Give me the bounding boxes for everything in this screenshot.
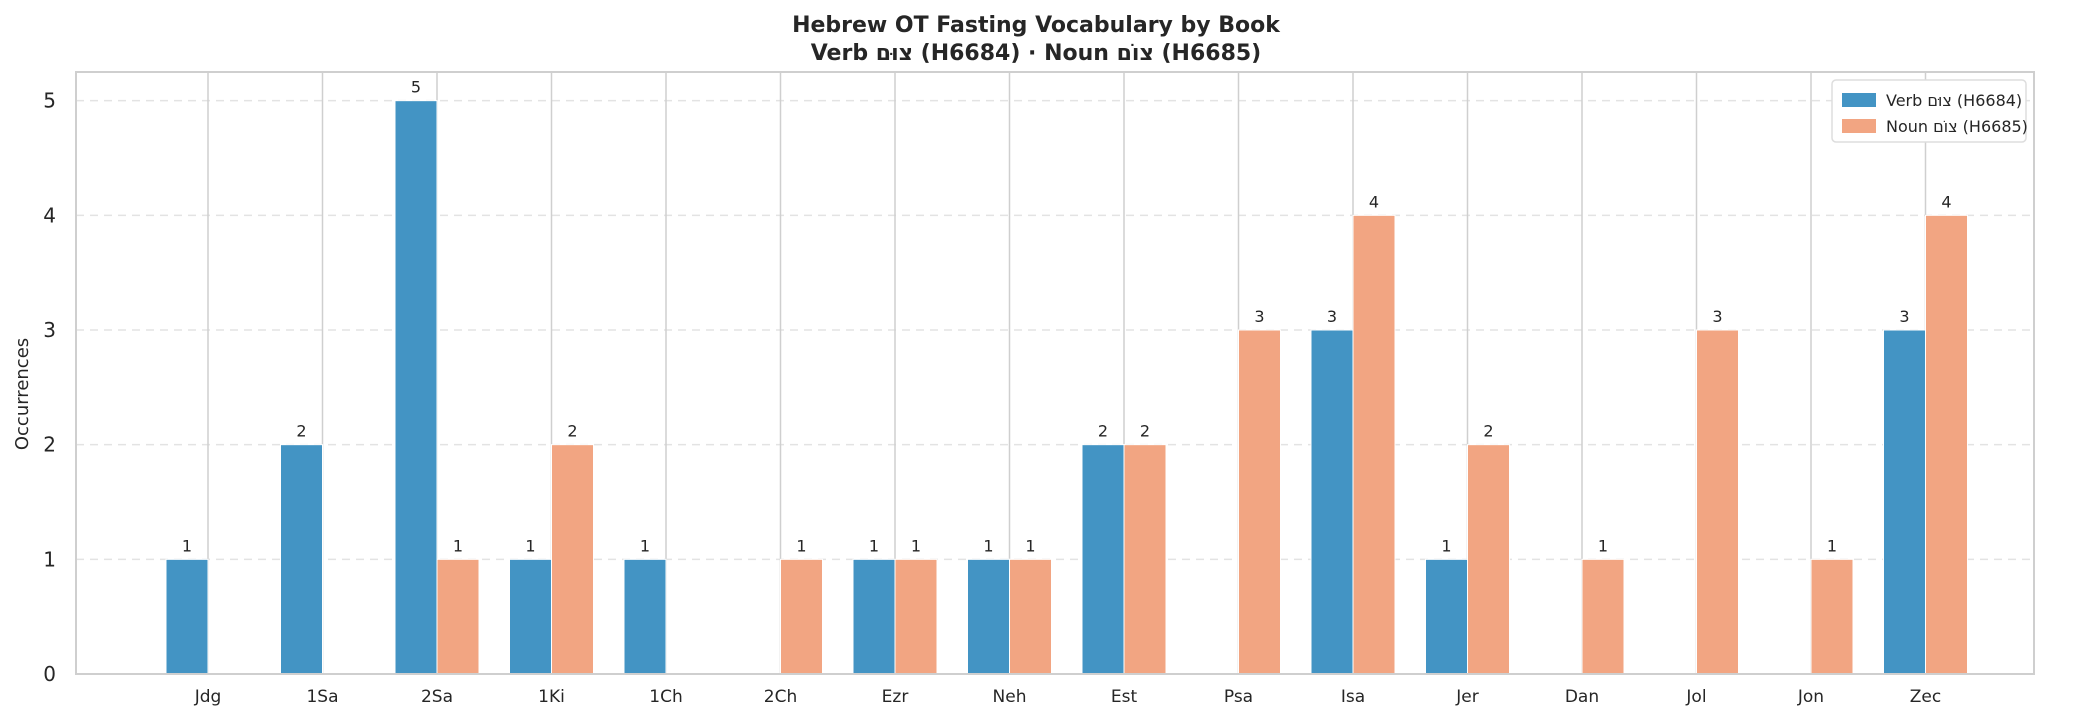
data-label: 2 — [1140, 422, 1150, 441]
data-labels-layer: 1 2 5 1 1 1 1 2 3 1 3 1 2 1 1 1 2 3 4 2 1 3 1 4 — [182, 78, 1952, 556]
x-tick-label: 2Sa — [421, 687, 453, 707]
legend-label: Verb צוּם (H6684) — [1886, 91, 2022, 110]
y-tick-label: 2 — [43, 433, 56, 457]
data-label: 1 — [182, 536, 192, 555]
data-label: 3 — [1899, 307, 1909, 326]
legend-label: Noun צוֹם (H6685) — [1886, 117, 2028, 136]
data-label: 1 — [911, 536, 921, 555]
bar-noun — [1696, 329, 1739, 675]
data-label: 3 — [1327, 307, 1337, 326]
y-axis-label: Occurrences — [12, 338, 33, 450]
data-label: 2 — [567, 422, 577, 441]
bar-verb — [852, 558, 896, 675]
bar-noun — [1238, 329, 1281, 675]
chart-title: Hebrew OT Fasting Vocabulary by Book — [792, 13, 1281, 38]
data-label: 2 — [1483, 422, 1493, 441]
data-label: 2 — [296, 422, 306, 441]
x-tick-label: 1Ki — [538, 687, 565, 707]
bar-verb — [1310, 329, 1354, 675]
y-tick-label: 3 — [43, 318, 56, 342]
x-tick-label: Ezr — [882, 687, 909, 707]
data-label: 1 — [796, 536, 806, 555]
legend-swatch — [1842, 93, 1876, 107]
bars-layer — [165, 100, 1968, 675]
x-tick-label: Isa — [1341, 687, 1365, 707]
data-label: 4 — [1369, 192, 1379, 211]
bar-noun — [436, 558, 480, 675]
chart-subtitle: Verb צוּם (H6684) · Noun צוֹם (H6685) — [811, 41, 1262, 66]
data-label: 1 — [640, 536, 650, 555]
bar-noun — [1467, 444, 1510, 675]
data-label: 1 — [1598, 536, 1608, 555]
bar-verb — [509, 558, 552, 675]
bar-noun — [1925, 214, 1968, 675]
bar-noun — [1810, 558, 1854, 675]
x-tick-label: Zec — [1910, 687, 1941, 707]
legend-swatch — [1842, 119, 1876, 133]
data-label: 4 — [1941, 192, 1951, 211]
data-label: 1 — [453, 536, 463, 555]
bar-verb — [623, 558, 667, 675]
x-tick-label: Jol — [1685, 687, 1706, 707]
data-label: 3 — [1254, 307, 1264, 326]
x-tick-label: 1Sa — [306, 687, 338, 707]
x-tick-label: Psa — [1224, 687, 1253, 707]
data-label: 1 — [983, 536, 993, 555]
bar-verb — [967, 558, 1010, 675]
bar-verb — [394, 100, 438, 675]
legend: Verb צוּם (H6684) Noun צוֹם (H6685) — [1831, 79, 2028, 143]
bar-noun — [1581, 558, 1625, 675]
x-tick-label: Est — [1111, 687, 1138, 707]
data-label: 1 — [1827, 536, 1837, 555]
bar-verb — [1425, 558, 1468, 675]
x-tick-label: Jon — [1797, 687, 1824, 707]
bar-noun — [780, 558, 823, 675]
bar-noun — [1352, 214, 1396, 675]
bar-verb — [1081, 444, 1125, 675]
y-tick-label: 4 — [43, 203, 56, 227]
x-tick-label: 1Ch — [649, 687, 682, 707]
y-tick-label: 5 — [43, 89, 56, 113]
bar-verb — [165, 558, 209, 675]
bar-verb — [280, 444, 323, 675]
y-tick-label: 0 — [43, 662, 56, 686]
data-label: 3 — [1712, 307, 1722, 326]
x-tick-label: Jer — [1455, 687, 1478, 707]
data-label: 1 — [869, 536, 879, 555]
x-tick-label: 2Ch — [764, 687, 797, 707]
data-label: 2 — [1098, 422, 1108, 441]
data-label: 1 — [1025, 536, 1035, 555]
data-label: 1 — [1441, 536, 1451, 555]
data-label: 1 — [525, 536, 535, 555]
x-tick-label: Neh — [993, 687, 1027, 707]
x-tick-label: Dan — [1565, 687, 1599, 707]
legend-box — [1831, 79, 2027, 143]
y-tick-label: 1 — [43, 547, 56, 571]
x-tick-label: Jdg — [194, 687, 222, 707]
bar-noun — [894, 558, 938, 675]
bar-verb — [1883, 329, 1926, 675]
axis-layer: 0 1 2 3 4 5 Jdg 1Sa 2Sa 1Ki 1Ch 2Ch Ezr Neh Est Psa Isa J… — [43, 71, 2035, 707]
bar-noun — [1009, 558, 1052, 675]
data-label: 5 — [411, 78, 421, 97]
bar-noun — [1123, 444, 1167, 675]
bar-noun — [551, 444, 594, 675]
plot-frame — [75, 71, 2035, 675]
